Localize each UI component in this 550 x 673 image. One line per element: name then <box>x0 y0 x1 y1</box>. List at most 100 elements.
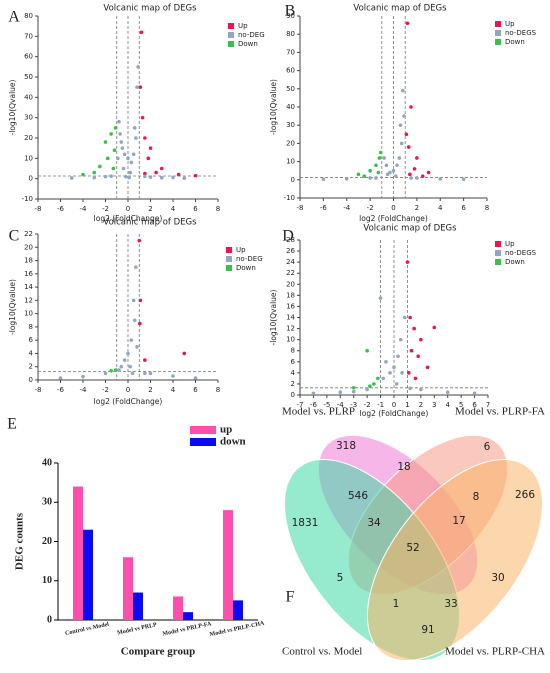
point <box>396 354 400 359</box>
point <box>103 174 108 179</box>
x-tick-label: 2 <box>415 204 419 212</box>
y-tick-label: 8 <box>29 323 33 331</box>
point <box>117 119 121 124</box>
y-tick-label: 12 <box>286 325 295 333</box>
point <box>130 371 135 376</box>
legend-swatch <box>226 256 232 262</box>
x-tick-label: -4 <box>80 205 88 213</box>
point <box>112 148 117 152</box>
region-count: 8 <box>473 491 480 503</box>
point <box>415 176 419 180</box>
point <box>92 175 97 180</box>
y-tick-label: 50 <box>24 73 33 81</box>
region-count: 546 <box>348 490 368 502</box>
point <box>136 65 140 69</box>
x-tick-label: Model vs PRLP-CHA <box>209 621 265 639</box>
region-count: 318 <box>336 440 356 452</box>
x-tick-label: -5 <box>323 401 330 409</box>
x-tick-label: 4 <box>171 386 176 394</box>
legend-swatch <box>495 250 501 256</box>
point <box>193 173 198 178</box>
y-tick-label: 30 <box>286 121 295 129</box>
point <box>159 166 164 171</box>
x-tick-label: -6 <box>310 401 318 409</box>
point <box>143 136 147 140</box>
y-tick-label: 16 <box>24 270 33 278</box>
point <box>116 156 120 161</box>
point <box>461 177 466 182</box>
point <box>419 337 423 342</box>
region-count: 17 <box>452 515 465 527</box>
y-tick-label: 20 <box>24 134 33 142</box>
x-tick-label: 2 <box>148 386 152 394</box>
point <box>69 176 74 180</box>
point <box>321 177 326 182</box>
point <box>394 174 398 178</box>
point <box>404 132 409 137</box>
x-tick-label: 1 <box>405 401 409 409</box>
x-tick-label: 5 <box>459 401 463 409</box>
point <box>148 146 153 150</box>
point <box>154 170 158 175</box>
point <box>376 376 380 381</box>
bar <box>223 510 233 620</box>
point <box>92 170 97 175</box>
y-tick-label: 10 <box>286 158 295 166</box>
y-tick-label: 16 <box>286 302 295 310</box>
y-tick-label: 8 <box>291 347 295 355</box>
point <box>117 368 121 372</box>
x-tick-label: -1 <box>377 401 384 409</box>
y-tick-label: 26 <box>286 247 295 255</box>
point <box>388 371 392 375</box>
point <box>402 114 406 118</box>
set-ellipse <box>366 458 544 662</box>
point <box>409 176 413 180</box>
y-tick-label: 30 <box>42 497 52 508</box>
point <box>311 391 316 396</box>
point <box>338 390 343 395</box>
legend-swatch <box>228 23 234 29</box>
point <box>419 387 423 392</box>
y-tick-label: 40 <box>286 103 295 111</box>
legend-swatch <box>495 30 501 36</box>
y-tick-label: 28 <box>286 236 295 244</box>
point <box>384 163 389 168</box>
point <box>400 371 404 375</box>
x-tick-label: -8 <box>35 205 42 213</box>
point <box>193 376 198 380</box>
point <box>143 358 147 362</box>
point <box>351 389 356 394</box>
y-tick-label: 20 <box>42 536 52 547</box>
bar <box>133 592 143 620</box>
legend-swatch <box>495 39 501 45</box>
point <box>409 348 414 353</box>
x-tick-label: -8 <box>35 386 42 394</box>
point <box>408 386 412 391</box>
point <box>378 296 383 300</box>
x-axis-label: log2 (FoldChange) <box>94 397 163 406</box>
point <box>425 365 430 370</box>
y-tick-label: 80 <box>24 12 33 20</box>
point <box>127 175 131 180</box>
y-tick-label: 0 <box>291 176 295 184</box>
y-tick-label: 60 <box>24 53 33 61</box>
y-tick-label: 14 <box>24 283 33 291</box>
point <box>412 167 417 171</box>
y-tick-label: 0 <box>47 614 52 625</box>
point <box>365 348 369 353</box>
y-tick-label: 10 <box>42 575 52 586</box>
point <box>376 170 381 175</box>
point <box>119 364 124 369</box>
point <box>103 371 108 376</box>
point <box>182 176 187 181</box>
region-count: 34 <box>367 517 381 529</box>
point <box>111 166 116 171</box>
x-tick-label: 3 <box>432 401 436 409</box>
set-label: Model vs. PLRP-CHA <box>445 646 545 658</box>
point <box>121 166 126 171</box>
x-tick-label: 0 <box>391 204 395 212</box>
point <box>98 164 102 169</box>
y-tick-label: 2 <box>291 380 295 388</box>
y-axis-label: -log10(Qvalue) <box>8 279 17 335</box>
panel-letter: A <box>8 9 20 26</box>
